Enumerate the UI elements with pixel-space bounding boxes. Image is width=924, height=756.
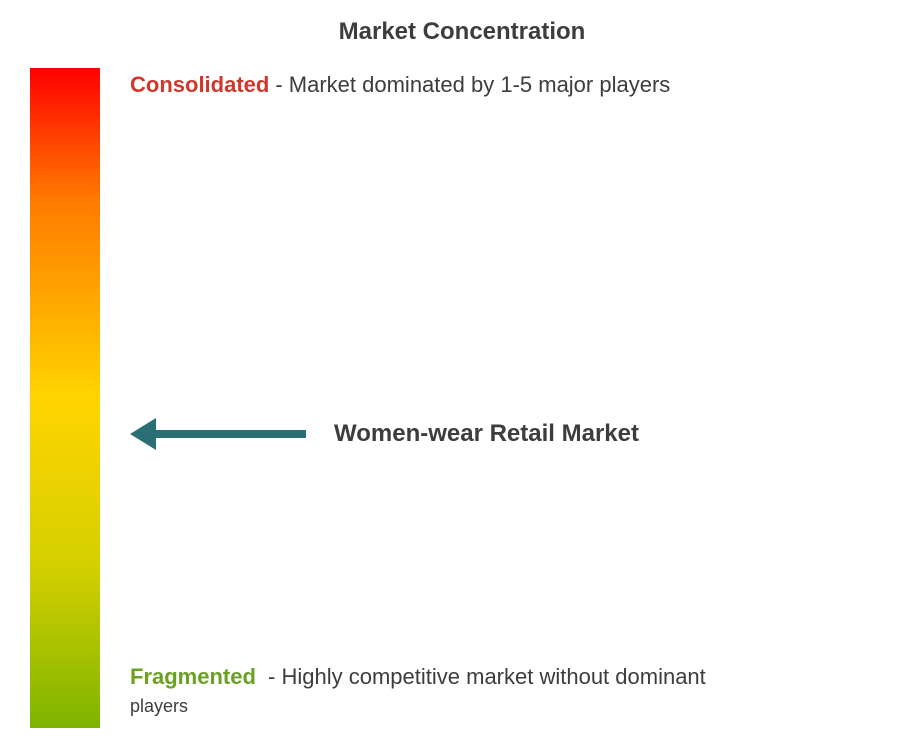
fragmented-description-1: - Highly competitive market without domi… — [268, 664, 706, 689]
arrow-shaft — [156, 430, 306, 438]
market-position-label: Women-wear Retail Market — [334, 420, 639, 448]
consolidated-label: Consolidated — [130, 72, 269, 98]
concentration-gradient-bar — [30, 68, 100, 728]
consolidated-row: Consolidated - Market dominated by 1-5 m… — [130, 72, 894, 98]
chart-title: Market Concentration — [0, 18, 924, 46]
fragmented-description-2: players — [130, 696, 894, 717]
consolidated-description: - Market dominated by 1-5 major players — [275, 72, 670, 98]
market-concentration-infographic: Market Concentration Consolidated - Mark… — [0, 0, 924, 756]
arrow-head — [130, 418, 156, 450]
market-position-marker: Women-wear Retail Market — [130, 418, 639, 450]
fragmented-row: Fragmented - Highly competitive market w… — [130, 664, 894, 717]
arrow-left-icon — [130, 418, 306, 450]
fragmented-line1: Fragmented - Highly competitive market w… — [130, 664, 894, 690]
fragmented-label: Fragmented — [130, 664, 256, 689]
